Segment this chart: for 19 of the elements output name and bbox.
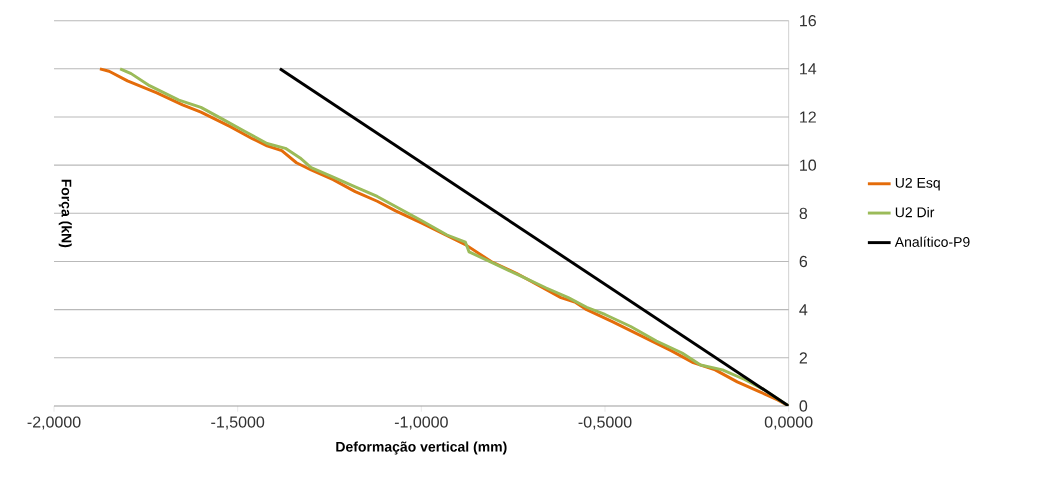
y-tick-label: 10 [800, 159, 817, 171]
y-tick-label: 4 [799, 304, 808, 316]
y-tick-label: 16 [800, 15, 816, 27]
y-tick-label: 14 [800, 63, 817, 75]
legend-label: U2 Dir [895, 206, 935, 218]
x-tick-label: 0,0000 [764, 416, 813, 430]
x-tick-label: -1,0000 [394, 416, 448, 430]
y-tick-label: 8 [799, 207, 808, 219]
x-tick-label: -0,5000 [578, 416, 632, 430]
y-tick-label: 12 [800, 111, 816, 123]
legend-label: Analítico-P9 [894, 236, 970, 247]
x-axis-title: Deformação vertical (mm) [336, 441, 507, 455]
y-tick-label: 2 [799, 352, 807, 364]
x-tick-label: -1,5000 [211, 416, 265, 430]
y-tick-label: 6 [799, 255, 808, 268]
x-tick-label: -2,0000 [27, 416, 81, 430]
legend-label: U2 Esq [895, 177, 940, 191]
y-tick-label: 0 [799, 400, 808, 412]
y-axis-title: Força (kN) [58, 179, 72, 248]
